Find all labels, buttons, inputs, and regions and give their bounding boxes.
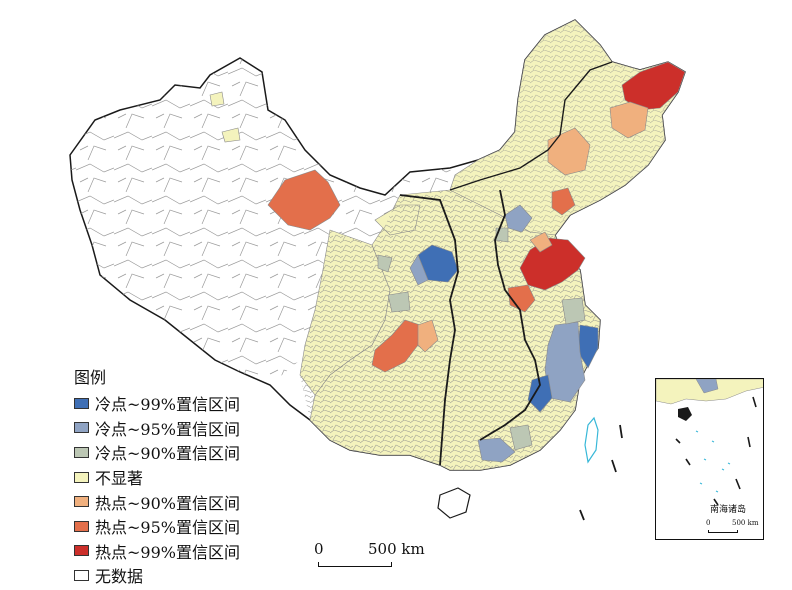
legend-item: 热点~99%置信区间: [74, 539, 240, 564]
legend-label: 热点~95%置信区间: [95, 518, 240, 538]
region-divider-west: [399, 194, 459, 466]
inset-scale-zero: 0: [706, 519, 711, 527]
inset-islands: [695, 430, 731, 493]
coldspot-90-jiangsu: [561, 297, 586, 325]
legend-label: 热点~90%置信区间: [95, 493, 240, 513]
coldspot-95-shanxi: [504, 204, 533, 233]
hotspot-95-hebei: [551, 187, 576, 216]
legend-title: 图例: [74, 368, 107, 387]
nine-dash-line-segment: [579, 424, 623, 521]
hotspot-90-jilin: [547, 127, 591, 176]
coldspot-95-jiangxi: [544, 321, 586, 403]
legend-swatch: [74, 520, 89, 532]
legend-item: 冷点~99%置信区间: [74, 391, 240, 416]
region-divider-east: [479, 189, 541, 441]
coldspot-99-fujian: [527, 374, 553, 413]
coldspot-95-guangdong: [477, 437, 516, 463]
legend-swatch: [74, 422, 89, 434]
inset-scale-bar: 0 500 km: [706, 519, 761, 537]
hotspot-90-henan: [529, 231, 553, 253]
map-legend: 图例 冷点~99%置信区间 冷点~95%置信区间 冷点~90%置信区间 不显著热点~9…: [74, 364, 240, 588]
legend-label: 无数据: [95, 567, 144, 587]
legend-label: 冷点~90%置信区间: [95, 444, 240, 464]
scale-bar: 0 500 km: [312, 540, 462, 570]
taiwan-island: [584, 416, 599, 464]
coldspot-90-guangdong: [509, 424, 533, 451]
legend-swatch: [74, 545, 89, 557]
hainan-island: [437, 487, 471, 519]
inset-scale-line: [708, 530, 738, 533]
county-boundaries-northeast: [450, 20, 685, 235]
legend-swatch: [74, 496, 89, 508]
coldspot-90-gansu: [377, 254, 393, 273]
legend-swatch: [74, 471, 89, 483]
legend-swatch: [74, 397, 89, 409]
hotspot-90-sichuan: [417, 319, 439, 353]
region-divider-northeast: [559, 61, 613, 136]
legend-item: 热点~95%置信区间: [74, 514, 240, 539]
inset-dash-line: [675, 396, 757, 506]
inset-scale-end: 500 km: [732, 519, 759, 527]
south-china-sea-inset: 南海诸岛 0 500 km: [655, 378, 764, 540]
inset-hainan: [678, 407, 692, 421]
hotspot-90-heilongjiang: [609, 101, 649, 139]
inset-coast-cold: [695, 379, 719, 394]
scale-end-label: 500 km: [368, 540, 425, 558]
coldspot-95-shaanxi: [409, 254, 429, 286]
inset-title: 南海诸岛: [710, 505, 747, 515]
region-divider-north: [449, 134, 561, 191]
legend-label: 热点~99%置信区间: [95, 542, 240, 562]
legend-label: 冷点~99%置信区间: [95, 395, 240, 415]
hotspot-95-shandong: [507, 284, 536, 313]
legend-swatch: [74, 569, 89, 581]
region-ns-xinjiang-small-2: [221, 127, 241, 143]
legend-item: 无数据: [74, 563, 240, 588]
legend-label: 冷点~95%置信区间: [95, 419, 240, 439]
legend-item: 热点~90%置信区间: [74, 489, 240, 514]
legend-label: 不显著: [95, 469, 144, 489]
hotspot-95-qinghai: [267, 169, 341, 231]
inset-map: [656, 379, 763, 506]
coldspot-90-ningxia: [387, 291, 411, 313]
legend-item: 不显著: [74, 465, 240, 490]
legend-item: 冷点~95%置信区间: [74, 416, 240, 441]
scale-zero-label: 0: [314, 540, 324, 558]
scale-line: [318, 562, 392, 567]
region-ns-xinjiang-small: [209, 91, 225, 107]
legend-item: 冷点~90%置信区间: [74, 440, 240, 465]
legend-swatch: [74, 446, 89, 458]
